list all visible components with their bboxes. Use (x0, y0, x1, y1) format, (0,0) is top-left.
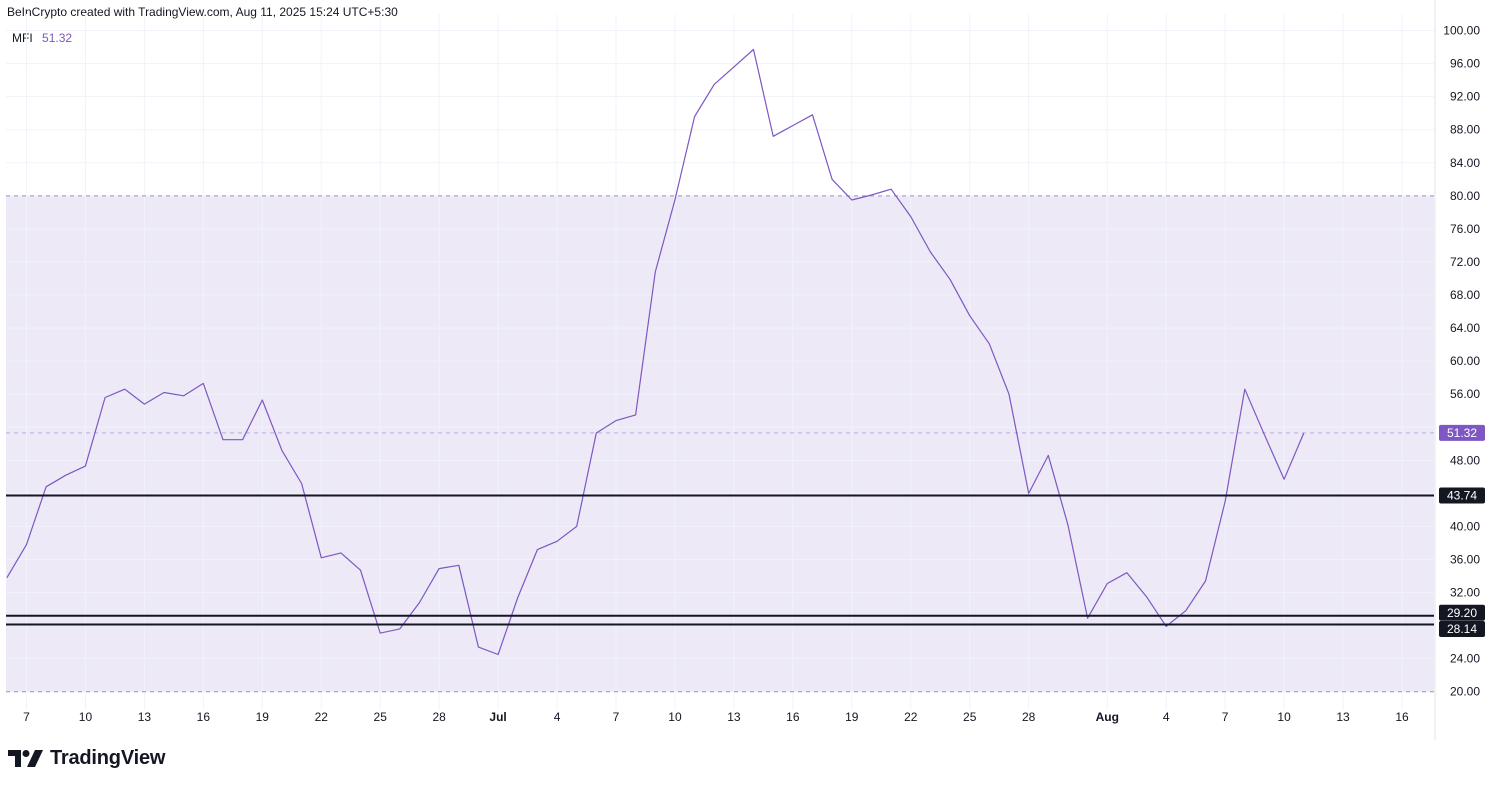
indicator-name: MFI (12, 31, 33, 45)
x-tick-label: 22 (315, 710, 329, 724)
level-29-20-label: 29.20 (1447, 606, 1477, 620)
level-43-74-badge (1439, 487, 1485, 504)
x-tick-label: Jul (489, 710, 506, 724)
y-tick-label: 84.00 (1450, 156, 1480, 170)
y-tick-label: 24.00 (1450, 652, 1480, 666)
y-tick-label: 20.00 (1450, 685, 1480, 699)
x-tick-label: 4 (1163, 710, 1170, 724)
y-tick-label: 100.00 (1443, 24, 1480, 38)
level-28-14-badge (1439, 621, 1485, 638)
x-tick-label: 10 (1277, 710, 1291, 724)
y-tick-label: 88.00 (1450, 123, 1480, 137)
level-29-20-badge (1439, 604, 1485, 621)
y-tick-label: 48.00 (1450, 453, 1480, 467)
x-tick-label: 19 (256, 710, 270, 724)
y-tick-label: 92.00 (1450, 90, 1480, 104)
mfi-band-fill (6, 195, 1434, 692)
y-tick-label: 64.00 (1450, 321, 1480, 335)
tradingview-logo[interactable]: TradingView (8, 747, 165, 770)
y-tick-label: 76.00 (1450, 222, 1480, 236)
indicator-value: 51.32 (42, 31, 73, 45)
x-tick-label: 7 (613, 710, 620, 724)
x-tick-label: 13 (727, 710, 741, 724)
level-43-74-label: 43.74 (1447, 489, 1477, 503)
x-tick-label: 13 (138, 710, 152, 724)
x-tick-label: 10 (79, 710, 93, 724)
indicator-legend[interactable]: MFI 51.32 (12, 31, 72, 45)
mfi-chart[interactable]: 20.0024.0028.0032.0036.0040.0048.0056.00… (0, 0, 1503, 740)
x-tick-label: 4 (554, 710, 561, 724)
x-tick-label: Aug (1096, 710, 1119, 724)
x-tick-label: 28 (432, 710, 446, 724)
x-tick-label: 28 (1022, 710, 1036, 724)
x-tick-label: 7 (1222, 710, 1229, 724)
y-tick-label: 60.00 (1450, 354, 1480, 368)
y-tick-label: 72.00 (1450, 255, 1480, 269)
x-tick-label: 25 (374, 710, 388, 724)
x-tick-label: 10 (668, 710, 682, 724)
tradingview-logo-icon (8, 750, 43, 767)
mfi-series-line[interactable] (6, 48, 1305, 656)
y-tick-label: 56.00 (1450, 387, 1480, 401)
x-tick-label: 25 (963, 710, 977, 724)
x-tick-label: 22 (904, 710, 918, 724)
y-tick-label: 80.00 (1450, 189, 1480, 203)
x-tick-label: 19 (845, 710, 859, 724)
x-tick-label: 16 (197, 710, 211, 724)
y-tick-label: 68.00 (1450, 288, 1480, 302)
y-tick-label: 96.00 (1450, 57, 1480, 71)
last-value-badge (1439, 424, 1485, 441)
tradingview-brand: TradingView (50, 747, 166, 769)
last-value-label: 51.32 (1447, 426, 1477, 440)
x-tick-label: 7 (23, 710, 30, 724)
y-tick-label: 40.00 (1450, 519, 1480, 533)
x-tick-label: 13 (1336, 710, 1350, 724)
x-tick-label: 16 (1395, 710, 1409, 724)
y-tick-label: 32.00 (1450, 586, 1480, 600)
level-28-14-label: 28.14 (1447, 622, 1477, 636)
chart-attribution: BeInCrypto created with TradingView.com,… (7, 5, 398, 19)
x-tick-label: 16 (786, 710, 800, 724)
y-tick-label: 36.00 (1450, 552, 1480, 566)
